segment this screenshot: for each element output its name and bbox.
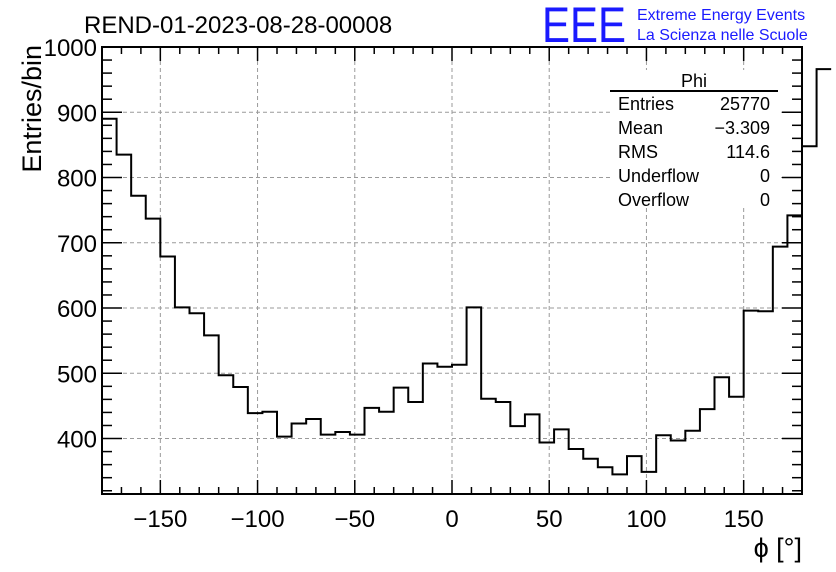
stats-row-value: 114.6 [726,142,770,162]
histogram-bin [379,412,394,494]
histogram-bin [190,313,205,494]
stats-row-label: Overflow [618,190,690,210]
x-tick-label: −50 [334,506,375,533]
histogram-bin [554,429,569,494]
y-tick-labels: 400 500 600 700 800 900 1000 [44,35,97,454]
stats-rows: Entries 25770 Mean −3.309 RMS 114.6 Underflow 0… [618,94,770,210]
histogram-bin [744,311,759,494]
stats-box-background [610,70,778,208]
stats-row-label: Entries [618,94,674,114]
histogram-bin [175,307,190,494]
histogram-bin [758,311,773,494]
histogram-bin [131,196,146,494]
stats-row-value: −3.309 [714,118,770,138]
histogram-bin [715,377,730,494]
histogram-bin [569,449,584,494]
eee-logo: EEE Extreme Energy Events La Scienza nel… [542,0,808,53]
histogram-bin [204,335,219,494]
histogram-bin [277,437,292,494]
histogram-bin [394,388,409,494]
histogram-bin [437,367,452,494]
histogram-bin [583,459,598,494]
histogram-bin [452,365,467,494]
histogram-bin [510,426,525,494]
histogram-bin [423,363,438,494]
x-tick-label: 0 [445,506,458,533]
histogram-bin [642,472,657,494]
histogram-bin [262,412,277,494]
y-tick-label: 400 [57,427,97,454]
histogram-bin [160,256,175,494]
x-tick-label: −100 [231,506,285,533]
y-tick-label: 500 [57,361,97,388]
logo-line-1: Extreme Energy Events [637,7,805,24]
histogram-bin [700,409,715,494]
histogram-bin [627,456,642,494]
y-tick-label: 800 [57,166,97,193]
histogram-bin [481,399,496,494]
eee-logo-mark: EEE [542,0,626,53]
histogram-bin [802,146,817,494]
histogram-line [102,68,832,476]
histogram-bin [219,375,234,494]
y-tick-label: 900 [57,100,97,127]
x-tick-label: 150 [724,506,764,533]
histogram-bin [685,431,700,494]
y-tick-label: 1000 [44,35,97,62]
x-axis-label: ϕ [°] [754,533,802,563]
histogram-bin [248,413,263,494]
stats-row-value: 25770 [720,94,770,114]
histogram-bin [292,424,307,494]
stats-row-label: RMS [618,142,658,162]
histogram-bin [540,442,555,494]
logo-line-2: La Scienza nelle Scuole [637,27,808,44]
x-tick-labels: −150 −100 −50 0 50 100 150 [133,506,763,533]
y-tick-label: 700 [57,231,97,258]
histogram-bin [350,435,365,494]
histogram-bin [321,435,336,494]
histogram-bin [102,119,117,494]
stats-row-value: 0 [760,190,770,210]
histogram-bin [306,419,321,494]
stats-box: Phi Entries 25770 Mean −3.309 RMS 114.6 Underf… [610,70,778,210]
x-tick-label: 50 [536,506,563,533]
histogram-bin [408,402,423,494]
histogram-bin [671,440,686,494]
histogram-bin [117,155,132,494]
y-tick-label: 600 [57,296,97,323]
histogram-bin [146,219,161,494]
y-axis-label: Entries/bin [17,45,47,173]
histogram-bin [496,402,511,494]
histogram-bin [817,69,832,494]
histogram-bin [598,467,613,494]
histogram-bin [365,408,380,494]
histogram-bin [233,387,248,494]
axis-ticks [101,46,803,494]
stats-row-value: 0 [760,166,770,186]
stats-title: Phi [681,71,707,91]
stats-row-label: Mean [618,118,663,138]
histogram-bin [773,247,788,494]
x-tick-label: 100 [626,506,666,533]
histogram-bin [612,474,627,494]
histogram-bin [656,435,671,494]
histogram-bin [525,414,540,494]
histogram-bin [467,307,482,494]
histogram-bin [335,432,350,494]
chart-title: REND-01-2023-08-28-00008 [84,12,392,39]
x-tick-label: −150 [133,506,187,533]
histogram-bin [729,397,744,494]
stats-row-label: Underflow [618,166,700,186]
